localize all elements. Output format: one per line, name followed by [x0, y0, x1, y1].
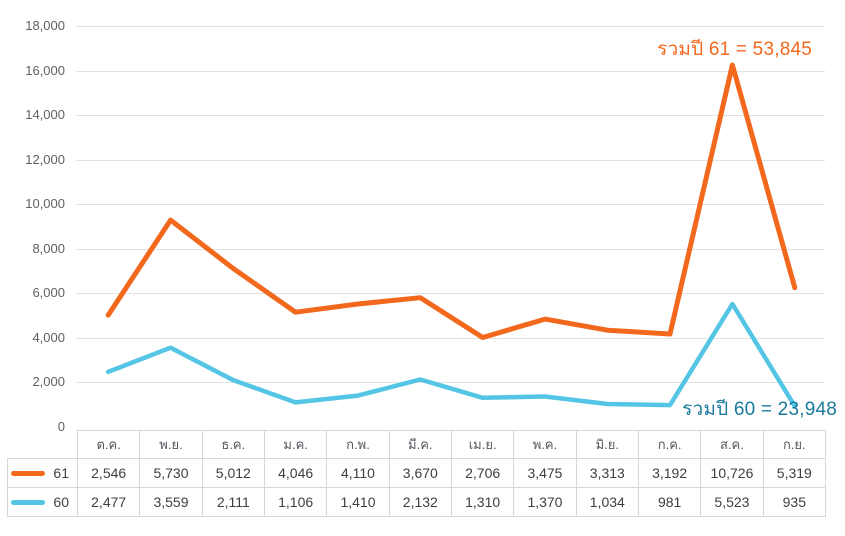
- y-axis-tick-label: 0: [57, 419, 65, 434]
- table-value-cell: 5,523: [700, 487, 764, 517]
- month-header-cell: พ.ค.: [513, 430, 577, 459]
- table-value-cell: 3,192: [637, 458, 702, 488]
- table-value-cell: 1,370: [513, 487, 577, 517]
- table-value-cell: 2,477: [76, 487, 141, 517]
- y-axis-tick-label: 14,000: [25, 107, 65, 123]
- month-header-cell: ต.ค.: [76, 430, 141, 459]
- gridline: [76, 70, 825, 72]
- gridline: [76, 115, 825, 117]
- table-value-cell: 3,313: [575, 458, 639, 488]
- y-axis-tick-label: 16,000: [25, 62, 65, 78]
- gridline: [76, 26, 825, 27]
- legend-cell-60: 60: [7, 487, 78, 517]
- table-value-cell: 4,110: [326, 458, 390, 488]
- table-value-cell: 2,706: [450, 458, 515, 488]
- month-header-cell: ก.ย.: [762, 430, 827, 459]
- data-table: ต.ค. พ.ย. ธ.ค. ม.ค. ก.พ. มี.ค. เม.ย. พ.ค. มิ.ย. ก…: [7, 430, 827, 517]
- gridline: [76, 248, 825, 250]
- legend-cell-61: 61: [7, 458, 78, 488]
- table-value-cell: 5,012: [201, 458, 265, 488]
- gridline: [76, 382, 825, 384]
- table-value-cell: 10,726: [700, 458, 764, 488]
- y-axis-tick-label: 12,000: [25, 151, 65, 167]
- y-axis-tick-label: 18,000: [25, 18, 65, 33]
- table-value-cell: 5,730: [139, 458, 203, 488]
- table-value-cell: 1,410: [326, 487, 390, 517]
- table-row: 60 2,477 3,559 2,111 1,106 1,410 2,132 1,310 1,3…: [7, 487, 827, 517]
- table-value-cell: 1,034: [575, 487, 639, 517]
- table-value-cell: 935: [762, 487, 827, 517]
- table-value-cell: 3,475: [513, 458, 577, 488]
- gridline: [76, 293, 825, 295]
- month-header-cell: พ.ย.: [139, 430, 203, 459]
- gridline: [76, 204, 825, 206]
- legend-line-swatch-61: [11, 470, 45, 476]
- month-header-cell: เม.ย.: [450, 430, 515, 459]
- month-header-cell: ก.พ.: [326, 430, 390, 459]
- total-61-annotation: รวมปี 61 = 53,845: [657, 39, 812, 60]
- y-axis-tick-label: 10,000: [25, 196, 65, 212]
- table-row: 61 2,546 5,730 5,012 4,046 4,110 3,670 2,706 3,4…: [7, 458, 827, 488]
- table-corner-cell: [8, 431, 78, 459]
- table-value-cell: 1,106: [263, 487, 328, 517]
- month-header-cell: ส.ค.: [700, 430, 764, 459]
- table-value-cell: 4,046: [263, 458, 328, 488]
- gridline: [76, 337, 825, 339]
- table-value-cell: 2,111: [201, 487, 265, 517]
- month-header-cell: ม.ค.: [263, 430, 328, 459]
- y-axis-tick-label: 2,000: [32, 374, 65, 390]
- y-axis-tick-label: 8,000: [32, 240, 65, 256]
- table-value-cell: 3,670: [388, 458, 452, 488]
- gridline: [76, 159, 825, 161]
- month-header-cell: มิ.ย.: [575, 430, 639, 459]
- month-header-cell: ก.ค.: [637, 430, 702, 459]
- table-value-cell: 5,319: [762, 458, 827, 488]
- y-axis-tick-label: 6,000: [32, 285, 65, 301]
- month-header-cell: มี.ค.: [388, 430, 452, 459]
- legend-label: 60: [53, 494, 69, 510]
- table-value-cell: 3,559: [139, 487, 203, 517]
- y-axis-tick-label: 4,000: [32, 329, 65, 345]
- legend-label: 61: [53, 465, 69, 481]
- table-value-cell: 981: [637, 487, 702, 517]
- month-header-cell: ธ.ค.: [201, 430, 265, 459]
- table-value-cell: 1,310: [450, 487, 515, 517]
- legend-line-swatch-60: [11, 499, 45, 505]
- table-value-cell: 2,132: [388, 487, 452, 517]
- total-60-annotation: รวมปี 60 = 23,948: [682, 399, 837, 420]
- table-value-cell: 2,546: [76, 458, 141, 488]
- series-line-60: [105, 301, 798, 409]
- series-line-61: [105, 62, 798, 340]
